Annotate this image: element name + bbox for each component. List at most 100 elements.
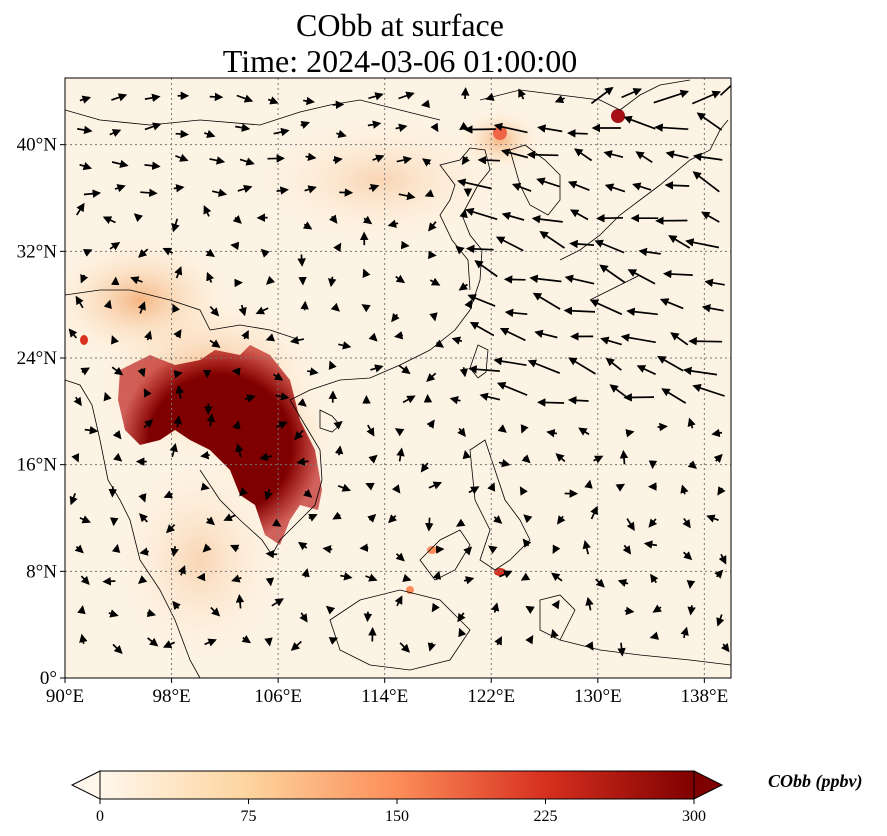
wind-arrow [82,249,93,257]
wind-arrow [328,360,337,370]
wind-arrow [265,549,277,559]
wind-arrow [365,482,375,491]
wind-arrow [501,211,525,221]
wind-arrow [209,339,221,348]
wind-arrow [133,213,143,223]
wind-arrow [241,329,249,340]
wind-arrow [680,484,689,495]
wind-arrow [434,339,445,348]
wind-arrow [617,578,629,588]
wind-arrow [701,211,720,223]
wind-arrow [143,388,152,398]
wind-arrow [203,205,212,217]
wind-arrow [534,329,558,339]
wind-arrow [271,598,284,607]
wind-arrow [477,155,500,165]
wind-arrow [662,269,693,279]
wind-arrow [144,122,162,131]
wind-arrow [236,94,254,103]
wind-arrow [137,367,146,378]
wind-arrow [162,247,174,256]
wind-arrow [653,89,690,104]
wind-arrow [111,543,121,554]
wind-arrow [603,150,624,159]
wind-arrow [687,417,696,429]
lat-tick-label: 40°N [17,135,58,156]
wind-arrow [79,95,92,104]
wind-arrow [398,191,416,201]
wind-arrow [424,189,435,198]
wind-arrow [204,129,216,138]
wind-arrow [567,129,588,138]
wind-arrow [138,575,148,585]
wind-arrow [205,248,216,257]
wind-arrow [706,514,719,523]
wind-arrow [71,453,80,463]
wind-arrow [333,420,343,430]
wind-arrow [265,577,275,587]
wind-arrow [244,394,256,403]
wind-arrow [395,123,408,132]
map-area [65,78,731,678]
wind-arrow [334,445,344,456]
wind-arrow [271,518,282,527]
wind-arrow [259,452,272,462]
wind-arrow [173,415,183,428]
wind-arrow [80,367,90,376]
wind-arrow [366,424,375,437]
lat-tick-labels: 0° 8°N 16°N 24°N 32°N 40°N [17,135,65,689]
wind-arrow [232,214,242,224]
wind-arrow [680,626,689,639]
wind-arrow [325,605,336,615]
wind-arrow [657,422,668,432]
wind-arrow [536,398,565,407]
wind-arrow [463,546,473,556]
wind-arrow [231,574,242,583]
wind-arrow [396,155,413,165]
lon-tick-label: 138°E [681,686,729,707]
wind-arrow [146,608,157,618]
wind-arrow [79,633,88,644]
wind-arrow [426,372,437,382]
wind-arrow [493,515,503,524]
wind-arrow [80,273,89,284]
wind-arrow [462,450,471,460]
wind-arrow [138,248,149,258]
wind-arrow [112,430,122,440]
wind-arrow [394,428,405,437]
wind-arrow [362,215,373,225]
wind-arrow [555,453,566,463]
wind-arrow [359,543,369,552]
wind-arrow [529,274,562,283]
wind-arrow [711,428,723,438]
wind-arrow [627,269,656,285]
wind-arrow [144,93,161,103]
wind-arrow [391,312,400,323]
wind-arrow [367,513,377,523]
wind-arrow [223,513,236,522]
wind-arrow [590,505,598,520]
lon-tick-labels: 90°E 98°E 106°E 114°E 122°E 130°E 138°E [46,678,728,707]
wind-arrow [307,367,319,376]
wind-arrow [511,182,532,192]
wind-arrow [402,573,412,583]
wind-arrow [531,214,563,224]
colorbar-tick-label: 0 [96,808,104,825]
wind-arrow [520,424,529,434]
wind-arrow [488,545,498,554]
wind-arrow [648,518,658,528]
wind-arrow [422,158,432,167]
wind-arrow [664,181,690,190]
wind-arrow [604,183,626,193]
map-title: CObb at surface [296,7,504,43]
wind-arrow [717,486,726,496]
wind-arrow [361,304,371,313]
wind-arrow [617,642,626,657]
wind-arrow [338,341,352,350]
wind-arrow [398,365,411,375]
wind-arrow [200,482,210,491]
wind-arrow [340,572,353,581]
wind-arrow [593,455,604,464]
wind-arrow [458,282,469,291]
colorbar-tick-label: 75 [241,808,257,825]
